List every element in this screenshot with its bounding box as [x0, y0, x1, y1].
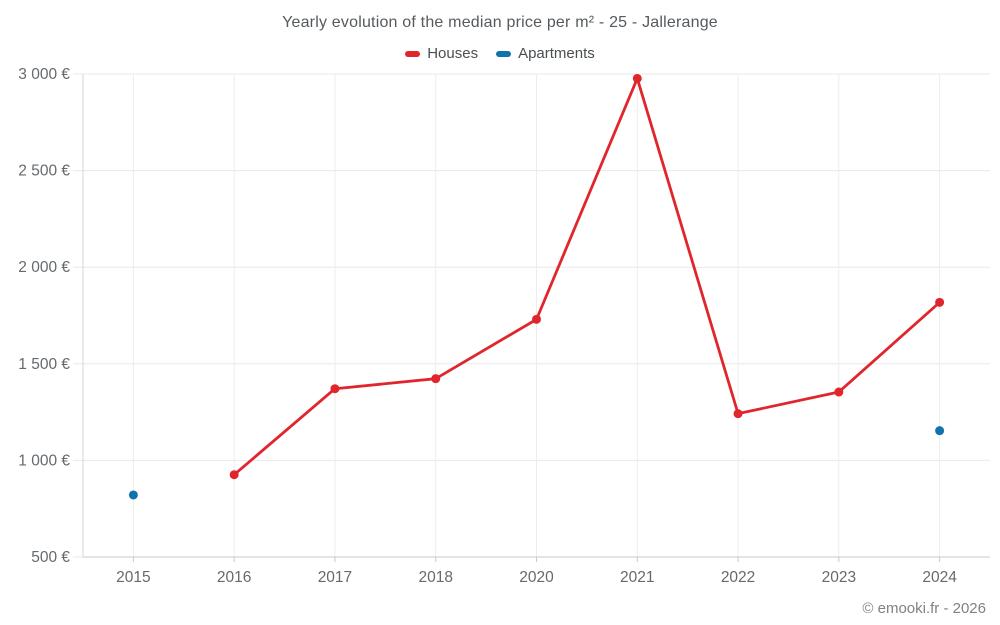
y-axis-tick-label: 1 000 €: [18, 452, 70, 469]
y-axis-tick-label: 3 000 €: [18, 66, 70, 83]
x-axis-tick-label: 2020: [519, 569, 554, 586]
x-axis-tick-label: 2022: [721, 569, 755, 586]
houses-series-swatch-icon: [405, 50, 421, 57]
apartments-series-swatch-icon: [496, 50, 512, 57]
y-axis-tick-label: 500 €: [31, 549, 70, 566]
data-point-houses-2023[interactable]: [834, 387, 844, 397]
legend-label-apartments: Apartments: [518, 45, 595, 62]
chart-title: Yearly evolution of the median price per…: [282, 14, 718, 31]
x-axis-tick-label: 2021: [620, 569, 654, 586]
legend-item-houses[interactable]: Houses: [405, 45, 478, 62]
attribution: © emooki.fr - 2026: [862, 600, 986, 617]
data-point-houses-2021[interactable]: [632, 73, 642, 83]
data-point-houses-2016[interactable]: [229, 470, 239, 480]
x-axis-tick-label: 2016: [217, 569, 251, 586]
chart-legend: Houses Apartments: [0, 45, 1000, 62]
data-point-apartments-2024[interactable]: [935, 426, 945, 436]
series-line-houses: [232, 77, 942, 477]
x-axis-tick-label: 2015: [116, 569, 150, 586]
data-point-houses-2020[interactable]: [532, 314, 541, 324]
y-axis-tick-label: 1 500 €: [18, 356, 70, 373]
data-point-houses-2024[interactable]: [935, 297, 945, 307]
data-point-houses-2017[interactable]: [330, 384, 340, 394]
x-axis-tick-label: 2023: [822, 569, 856, 586]
x-axis-tick-label: 2017: [318, 569, 352, 586]
legend-item-apartments[interactable]: Apartments: [496, 45, 595, 62]
legend-label-houses: Houses: [427, 45, 479, 62]
y-axis-tick-label: 2 500 €: [18, 163, 70, 180]
x-axis-tick-label: 2018: [418, 569, 452, 586]
y-axis-tick-label: 2 000 €: [18, 259, 70, 276]
data-point-houses-2018[interactable]: [431, 374, 441, 384]
data-point-apartments-2015[interactable]: [128, 490, 138, 500]
data-point-houses-2022[interactable]: [733, 409, 743, 419]
x-axis-tick-label: 2024: [922, 569, 957, 586]
